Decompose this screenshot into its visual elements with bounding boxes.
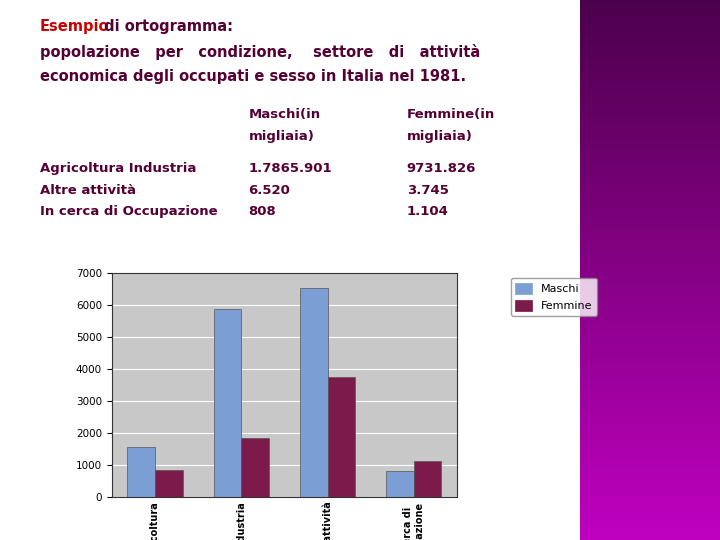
Text: 9731.826: 9731.826	[407, 162, 476, 175]
Bar	[328, 377, 355, 497]
Bar	[414, 462, 441, 497]
Legend: Maschi, Femmine: Maschi, Femmine	[511, 278, 597, 315]
Text: 6.520: 6.520	[248, 184, 290, 197]
Text: migliaia): migliaia)	[407, 130, 472, 143]
Text: migliaia): migliaia)	[248, 130, 314, 143]
Bar	[300, 288, 328, 497]
Text: Esempio: Esempio	[40, 19, 109, 34]
Text: 1.104: 1.104	[407, 205, 449, 218]
Bar	[386, 471, 414, 497]
Bar	[127, 447, 155, 497]
Bar	[241, 438, 269, 497]
Text: Femmine(in: Femmine(in	[407, 108, 495, 121]
Text: Maschi(in: Maschi(in	[248, 108, 320, 121]
Text: economica degli occupati e sesso in Italia nel 1981.: economica degli occupati e sesso in Ital…	[40, 69, 466, 84]
Text: Altre attività: Altre attività	[40, 184, 135, 197]
Text: di ortogramma:: di ortogramma:	[99, 19, 233, 34]
Text: 1.7865.901: 1.7865.901	[248, 162, 332, 175]
Text: 808: 808	[248, 205, 276, 218]
Text: In cerca di Occupazione: In cerca di Occupazione	[40, 205, 217, 218]
Text: 3.745: 3.745	[407, 184, 449, 197]
Bar	[155, 470, 183, 497]
Bar	[214, 309, 241, 497]
Text: popolazione   per   condizione,    settore   di   attività: popolazione per condizione, settore di a…	[40, 44, 480, 60]
Text: Agricoltura Industria: Agricoltura Industria	[40, 162, 196, 175]
